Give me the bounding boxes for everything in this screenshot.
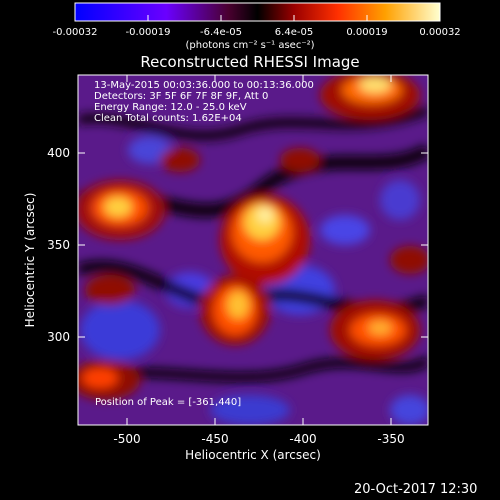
plot-frame [77,74,429,426]
x-tick-label: -450 [201,432,229,446]
x-tick-label: -500 [113,432,141,446]
info-detectors: Detectors: 3F 5F 6F 7F 8F 9F, Att 0 [94,91,269,102]
rhessi-image [78,75,428,425]
peak-position-label: Position of Peak = [-361,440] [95,397,242,408]
y-tick-label: 300 [47,330,70,344]
y-tick-label: 350 [47,238,70,252]
x-tick-label: -350 [377,432,405,446]
colorbar-tick-label: 0.00032 [419,27,461,38]
colorbar-units: (photons cm⁻² s⁻¹ asec⁻²) [185,40,315,51]
x-tick-label: -400 [289,432,317,446]
colorbar [74,2,441,22]
colorbar-tick-label: -0.00032 [52,27,98,38]
colorbar-ticks [74,15,441,21]
colorbar-tick-label: -0.00019 [125,27,171,38]
y-tick-label: 400 [47,146,70,160]
colorbar-tick-label: 6.4e-05 [274,27,314,38]
x-axis-ticks [126,75,392,425]
plot-title: Reconstructed RHESSI Image [140,53,360,71]
y-axis-ticks [78,152,428,338]
x-axis-label: Heliocentric X (arcsec) [185,448,321,462]
info-time-range: 13-May-2015 00:03:36.000 to 00:13:36.000 [94,80,314,91]
info-clean-counts: Clean Total counts: 1.62E+04 [94,113,242,124]
info-energy-range: Energy Range: 12.0 - 25.0 keV [94,102,247,113]
timestamp: 20-Oct-2017 12:30 [354,482,478,497]
colorbar-tick-label: -6.4e-05 [200,27,242,38]
y-axis-label: Heliocentric Y (arcsec) [23,192,37,328]
colorbar-tick-label: 0.00019 [346,27,388,38]
